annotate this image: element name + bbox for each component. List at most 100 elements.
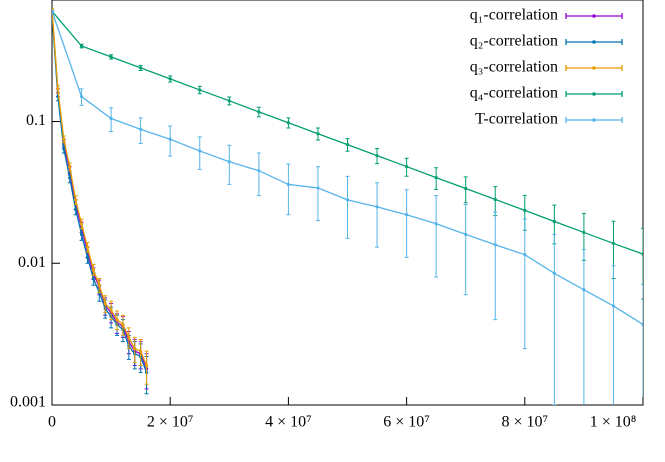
point — [257, 169, 261, 173]
point — [133, 346, 137, 351]
error-bar — [52, 9, 54, 13]
error-bar — [463, 203, 468, 296]
error-bar — [345, 175, 350, 239]
point — [227, 99, 231, 103]
point — [79, 222, 84, 226]
point — [641, 252, 643, 256]
point — [103, 301, 107, 306]
point — [464, 186, 468, 191]
point — [62, 137, 66, 141]
point — [198, 149, 202, 153]
error-bar — [522, 218, 527, 350]
point — [641, 322, 643, 327]
error-bar — [256, 152, 261, 197]
x-tick-label: 6 × 10⁷ — [383, 414, 430, 431]
point — [115, 318, 119, 322]
point — [493, 243, 497, 247]
legend-label: q₃-correlation — [470, 59, 558, 76]
error-bar — [611, 265, 616, 405]
point — [109, 55, 113, 59]
point — [139, 66, 143, 70]
point — [434, 176, 438, 180]
point — [74, 198, 78, 202]
error-bar — [197, 136, 202, 170]
point — [582, 230, 586, 235]
point — [144, 363, 149, 368]
error-bar — [641, 227, 643, 300]
point — [68, 165, 72, 169]
point — [79, 44, 84, 48]
point — [56, 87, 60, 91]
point — [109, 308, 113, 312]
point — [582, 288, 586, 292]
point — [552, 219, 556, 224]
error-bar — [493, 211, 498, 321]
point — [109, 116, 113, 121]
error-bar — [493, 186, 498, 217]
legend-marker — [592, 14, 596, 18]
point — [121, 322, 125, 327]
error-bar — [144, 350, 149, 385]
legend-marker — [592, 92, 596, 96]
plot-frame — [51, 0, 644, 406]
point — [611, 304, 616, 308]
point — [523, 208, 527, 213]
x-tick-label: 1 × 10⁸ — [590, 414, 637, 431]
point — [345, 198, 350, 202]
point — [127, 335, 131, 339]
series-line — [52, 13, 148, 373]
y-tick-label: 0.001 — [10, 394, 46, 411]
point — [286, 182, 290, 187]
point — [464, 232, 468, 236]
point — [227, 160, 231, 164]
point — [257, 110, 261, 114]
point — [375, 205, 379, 209]
point — [91, 268, 95, 272]
point — [375, 153, 379, 158]
error-bar — [227, 144, 232, 185]
legend-label: q₂-correlation — [470, 33, 558, 50]
error-bar — [168, 125, 173, 157]
error-bar — [286, 163, 291, 216]
error-bar — [641, 283, 643, 405]
point — [316, 186, 320, 190]
legend-label: T-correlation — [475, 111, 558, 128]
point — [62, 147, 66, 151]
point — [405, 213, 409, 217]
point — [139, 127, 143, 131]
point — [552, 271, 556, 275]
point — [79, 232, 84, 236]
point — [345, 143, 350, 147]
legend-label: q₄-correlation — [470, 85, 558, 102]
error-bar — [404, 189, 409, 258]
error-bar — [552, 233, 557, 405]
point — [139, 349, 143, 353]
point — [52, 9, 54, 13]
point — [168, 77, 172, 81]
point — [493, 197, 497, 202]
series-line — [52, 9, 148, 366]
x-tick-label: 8 × 10⁷ — [501, 414, 548, 431]
point — [611, 241, 616, 246]
point — [97, 283, 101, 287]
x-tick-label: 2 × 10⁷ — [147, 414, 194, 431]
error-bar — [581, 249, 586, 405]
point — [434, 222, 438, 226]
point — [74, 207, 78, 211]
error-bar — [434, 195, 439, 278]
point — [168, 137, 172, 141]
point — [523, 253, 527, 257]
point — [91, 276, 95, 281]
legend-marker — [592, 66, 596, 70]
point — [405, 164, 409, 169]
point — [198, 88, 202, 92]
point — [79, 94, 84, 99]
y-tick-label: 0.01 — [18, 254, 46, 271]
point — [286, 121, 290, 125]
point — [85, 255, 90, 259]
legend-marker — [592, 40, 596, 44]
y-tick-label: 0.1 — [26, 112, 46, 129]
point — [316, 132, 320, 136]
